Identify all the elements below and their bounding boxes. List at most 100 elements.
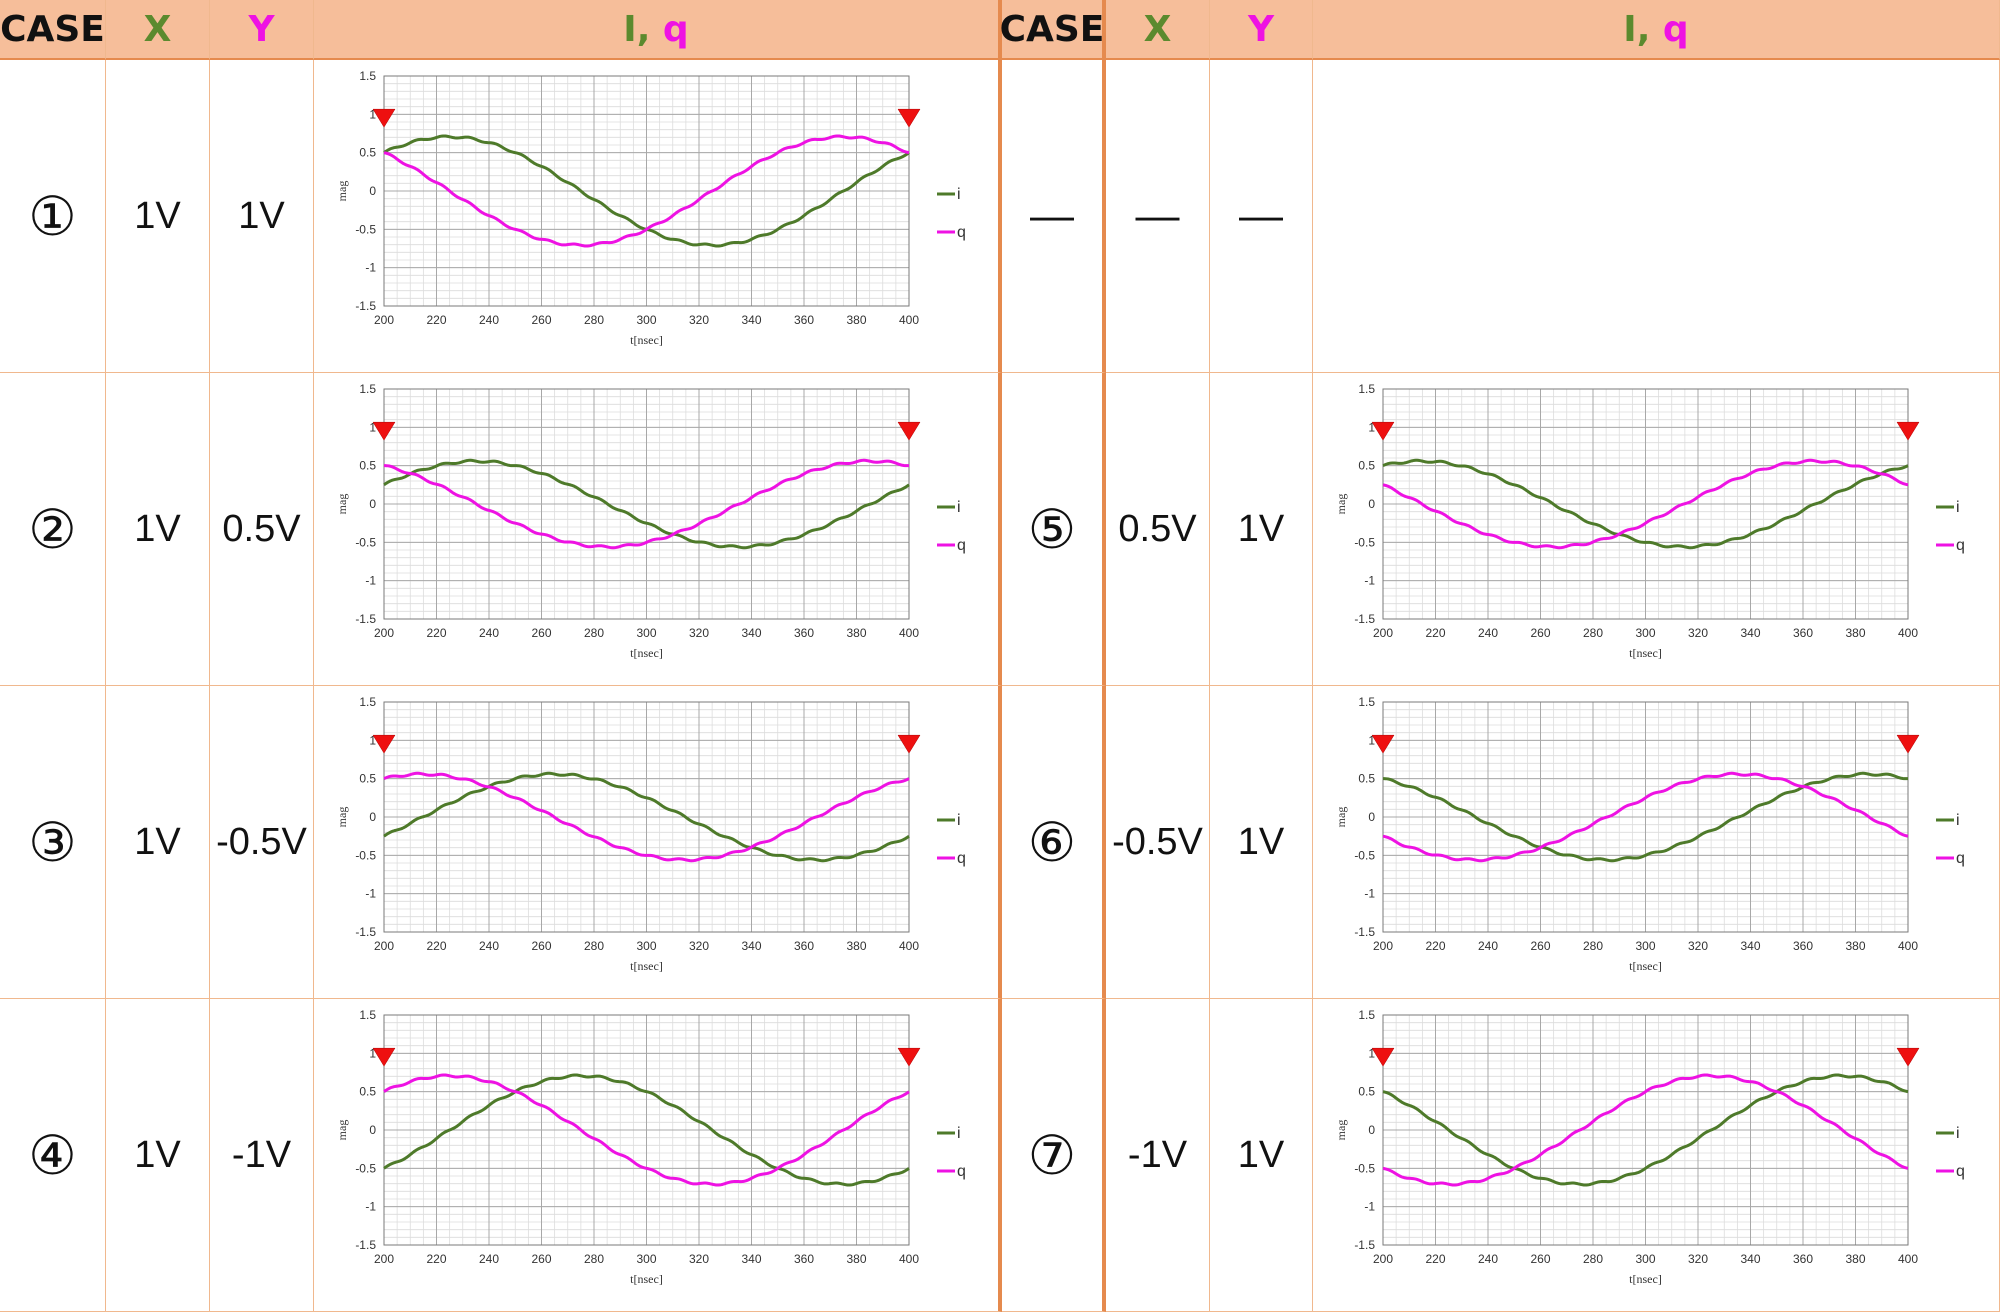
x-tick-label: 260 bbox=[1530, 626, 1550, 640]
x-tick-label: 220 bbox=[1425, 1252, 1445, 1266]
plot-border bbox=[383, 701, 910, 933]
y-tick-label: 1.5 bbox=[359, 382, 376, 396]
x-value: 0.5V bbox=[1106, 373, 1210, 686]
legend-label-q: q bbox=[957, 224, 966, 241]
case-number: ③ bbox=[0, 686, 106, 999]
legend-label-q: q bbox=[1956, 850, 1965, 867]
y-tick-label: -0.5 bbox=[355, 222, 376, 236]
series-line-i bbox=[383, 1073, 910, 1187]
y-tick-label: -1.5 bbox=[355, 299, 376, 313]
y-tick-label: 1 bbox=[1368, 420, 1375, 434]
y-tick-label: 1 bbox=[369, 107, 376, 121]
y-tick-label: 1 bbox=[369, 420, 376, 434]
header-x-left: X bbox=[106, 0, 210, 60]
x-tick-label: 200 bbox=[374, 313, 394, 327]
y-value: -1V bbox=[210, 999, 314, 1312]
x-tick-label: 200 bbox=[1373, 1252, 1393, 1266]
x-tick-label: 360 bbox=[794, 939, 814, 953]
marker-triangle bbox=[372, 734, 396, 754]
x-tick-label: 280 bbox=[584, 626, 604, 640]
iq-chart: 200 220 240 260 280 300 320 340 360 380 400 -1.5 -1 -… bbox=[1334, 382, 1965, 660]
marker-triangle bbox=[897, 1047, 921, 1067]
legend-label-i: i bbox=[957, 812, 961, 829]
x-tick-label: 200 bbox=[374, 1252, 394, 1266]
x-tick-label: 300 bbox=[636, 626, 656, 640]
y-axis-label: mag bbox=[335, 1120, 349, 1141]
plot-border bbox=[1382, 1014, 1909, 1246]
x-tick-label: 220 bbox=[1425, 626, 1445, 640]
marker-triangle bbox=[372, 108, 396, 128]
y-value: -0.5V bbox=[210, 686, 314, 999]
header-iq-sep: , bbox=[1636, 8, 1663, 50]
x-tick-label: 220 bbox=[426, 626, 446, 640]
iq-chart: 200 220 240 260 280 300 320 340 360 380 400 -1.5 -1 -… bbox=[335, 695, 966, 973]
x-tick-label: 260 bbox=[531, 626, 551, 640]
x-tick-label: 220 bbox=[1425, 939, 1445, 953]
header-iq-left: I, q bbox=[314, 0, 1002, 60]
marker-triangle bbox=[372, 421, 396, 441]
y-tick-label: 0.5 bbox=[359, 772, 376, 786]
legend-label-i: i bbox=[1956, 499, 1960, 516]
x-tick-label: 380 bbox=[1845, 1252, 1865, 1266]
plot-border bbox=[1382, 701, 1909, 933]
legend-label-i: i bbox=[1956, 812, 1960, 829]
x-tick-label: 240 bbox=[479, 1252, 499, 1266]
legend-label-q: q bbox=[1956, 1163, 1965, 1180]
x-axis-label: t[nsec] bbox=[630, 959, 663, 973]
x-value: 1V bbox=[106, 60, 210, 373]
x-tick-label: 260 bbox=[531, 939, 551, 953]
x-tick-label: 360 bbox=[1793, 626, 1813, 640]
x-tick-label: 220 bbox=[426, 313, 446, 327]
plot-border bbox=[1382, 388, 1909, 620]
iq-chart: 200 220 240 260 280 300 320 340 360 380 400 -1.5 -1 -… bbox=[335, 382, 966, 660]
y-tick-label: 0 bbox=[1368, 497, 1375, 511]
chart-cell: 200 220 240 260 280 300 320 340 360 380 400 -1.5 -1 -… bbox=[314, 686, 1002, 999]
y-tick-label: -1 bbox=[1364, 574, 1375, 588]
chart-cell: 200 220 240 260 280 300 320 340 360 380 400 -1.5 -1 -… bbox=[1313, 999, 2000, 1312]
y-axis-label: mag bbox=[335, 807, 349, 828]
x-tick-label: 240 bbox=[1478, 939, 1498, 953]
y-tick-label: 0 bbox=[369, 184, 376, 198]
x-tick-label: 240 bbox=[479, 313, 499, 327]
y-axis-label: mag bbox=[335, 494, 349, 515]
y-tick-label: 0.5 bbox=[359, 146, 376, 160]
case-number-empty: — bbox=[1002, 60, 1106, 373]
marker-triangle bbox=[1371, 1047, 1395, 1067]
y-tick-label: -1.5 bbox=[355, 612, 376, 626]
x-tick-label: 320 bbox=[689, 313, 709, 327]
x-tick-label: 260 bbox=[531, 1252, 551, 1266]
legend-label-q: q bbox=[957, 537, 966, 554]
x-tick-label: 240 bbox=[479, 626, 499, 640]
x-tick-label: 400 bbox=[899, 626, 919, 640]
x-tick-label: 320 bbox=[689, 939, 709, 953]
plot-border bbox=[383, 75, 910, 307]
series-line-i bbox=[1382, 771, 1909, 863]
y-axis-label: mag bbox=[1334, 807, 1348, 828]
y-tick-label: -0.5 bbox=[355, 535, 376, 549]
case-number: ① bbox=[0, 60, 106, 373]
legend-label-i: i bbox=[957, 499, 961, 516]
x-value: -1V bbox=[1106, 999, 1210, 1312]
y-tick-label: 0.5 bbox=[1358, 1085, 1375, 1099]
header-iq-q: q bbox=[1662, 8, 1689, 50]
x-tick-label: 360 bbox=[1793, 1252, 1813, 1266]
series-line-i bbox=[1382, 458, 1909, 550]
y-tick-label: 1.5 bbox=[1358, 1008, 1375, 1022]
x-axis-label: t[nsec] bbox=[630, 333, 663, 347]
y-tick-label: 1 bbox=[1368, 733, 1375, 747]
y-tick-label: 1.5 bbox=[1358, 382, 1375, 396]
legend-label-q: q bbox=[957, 1163, 966, 1180]
x-tick-label: 280 bbox=[1583, 626, 1603, 640]
marker-triangle bbox=[1371, 421, 1395, 441]
x-tick-label: 200 bbox=[1373, 939, 1393, 953]
x-tick-label: 340 bbox=[741, 313, 761, 327]
marker-triangle bbox=[897, 734, 921, 754]
x-tick-label: 340 bbox=[741, 626, 761, 640]
iq-chart: 200 220 240 260 280 300 320 340 360 380 400 -1.5 -1 -… bbox=[335, 69, 966, 347]
plot-border bbox=[383, 1014, 910, 1246]
legend-label-i: i bbox=[1956, 1125, 1960, 1142]
header-y-left: Y bbox=[210, 0, 314, 60]
empty-chart-cell bbox=[1313, 60, 2000, 373]
header-iq-i: I bbox=[623, 8, 637, 50]
x-tick-label: 240 bbox=[1478, 626, 1498, 640]
